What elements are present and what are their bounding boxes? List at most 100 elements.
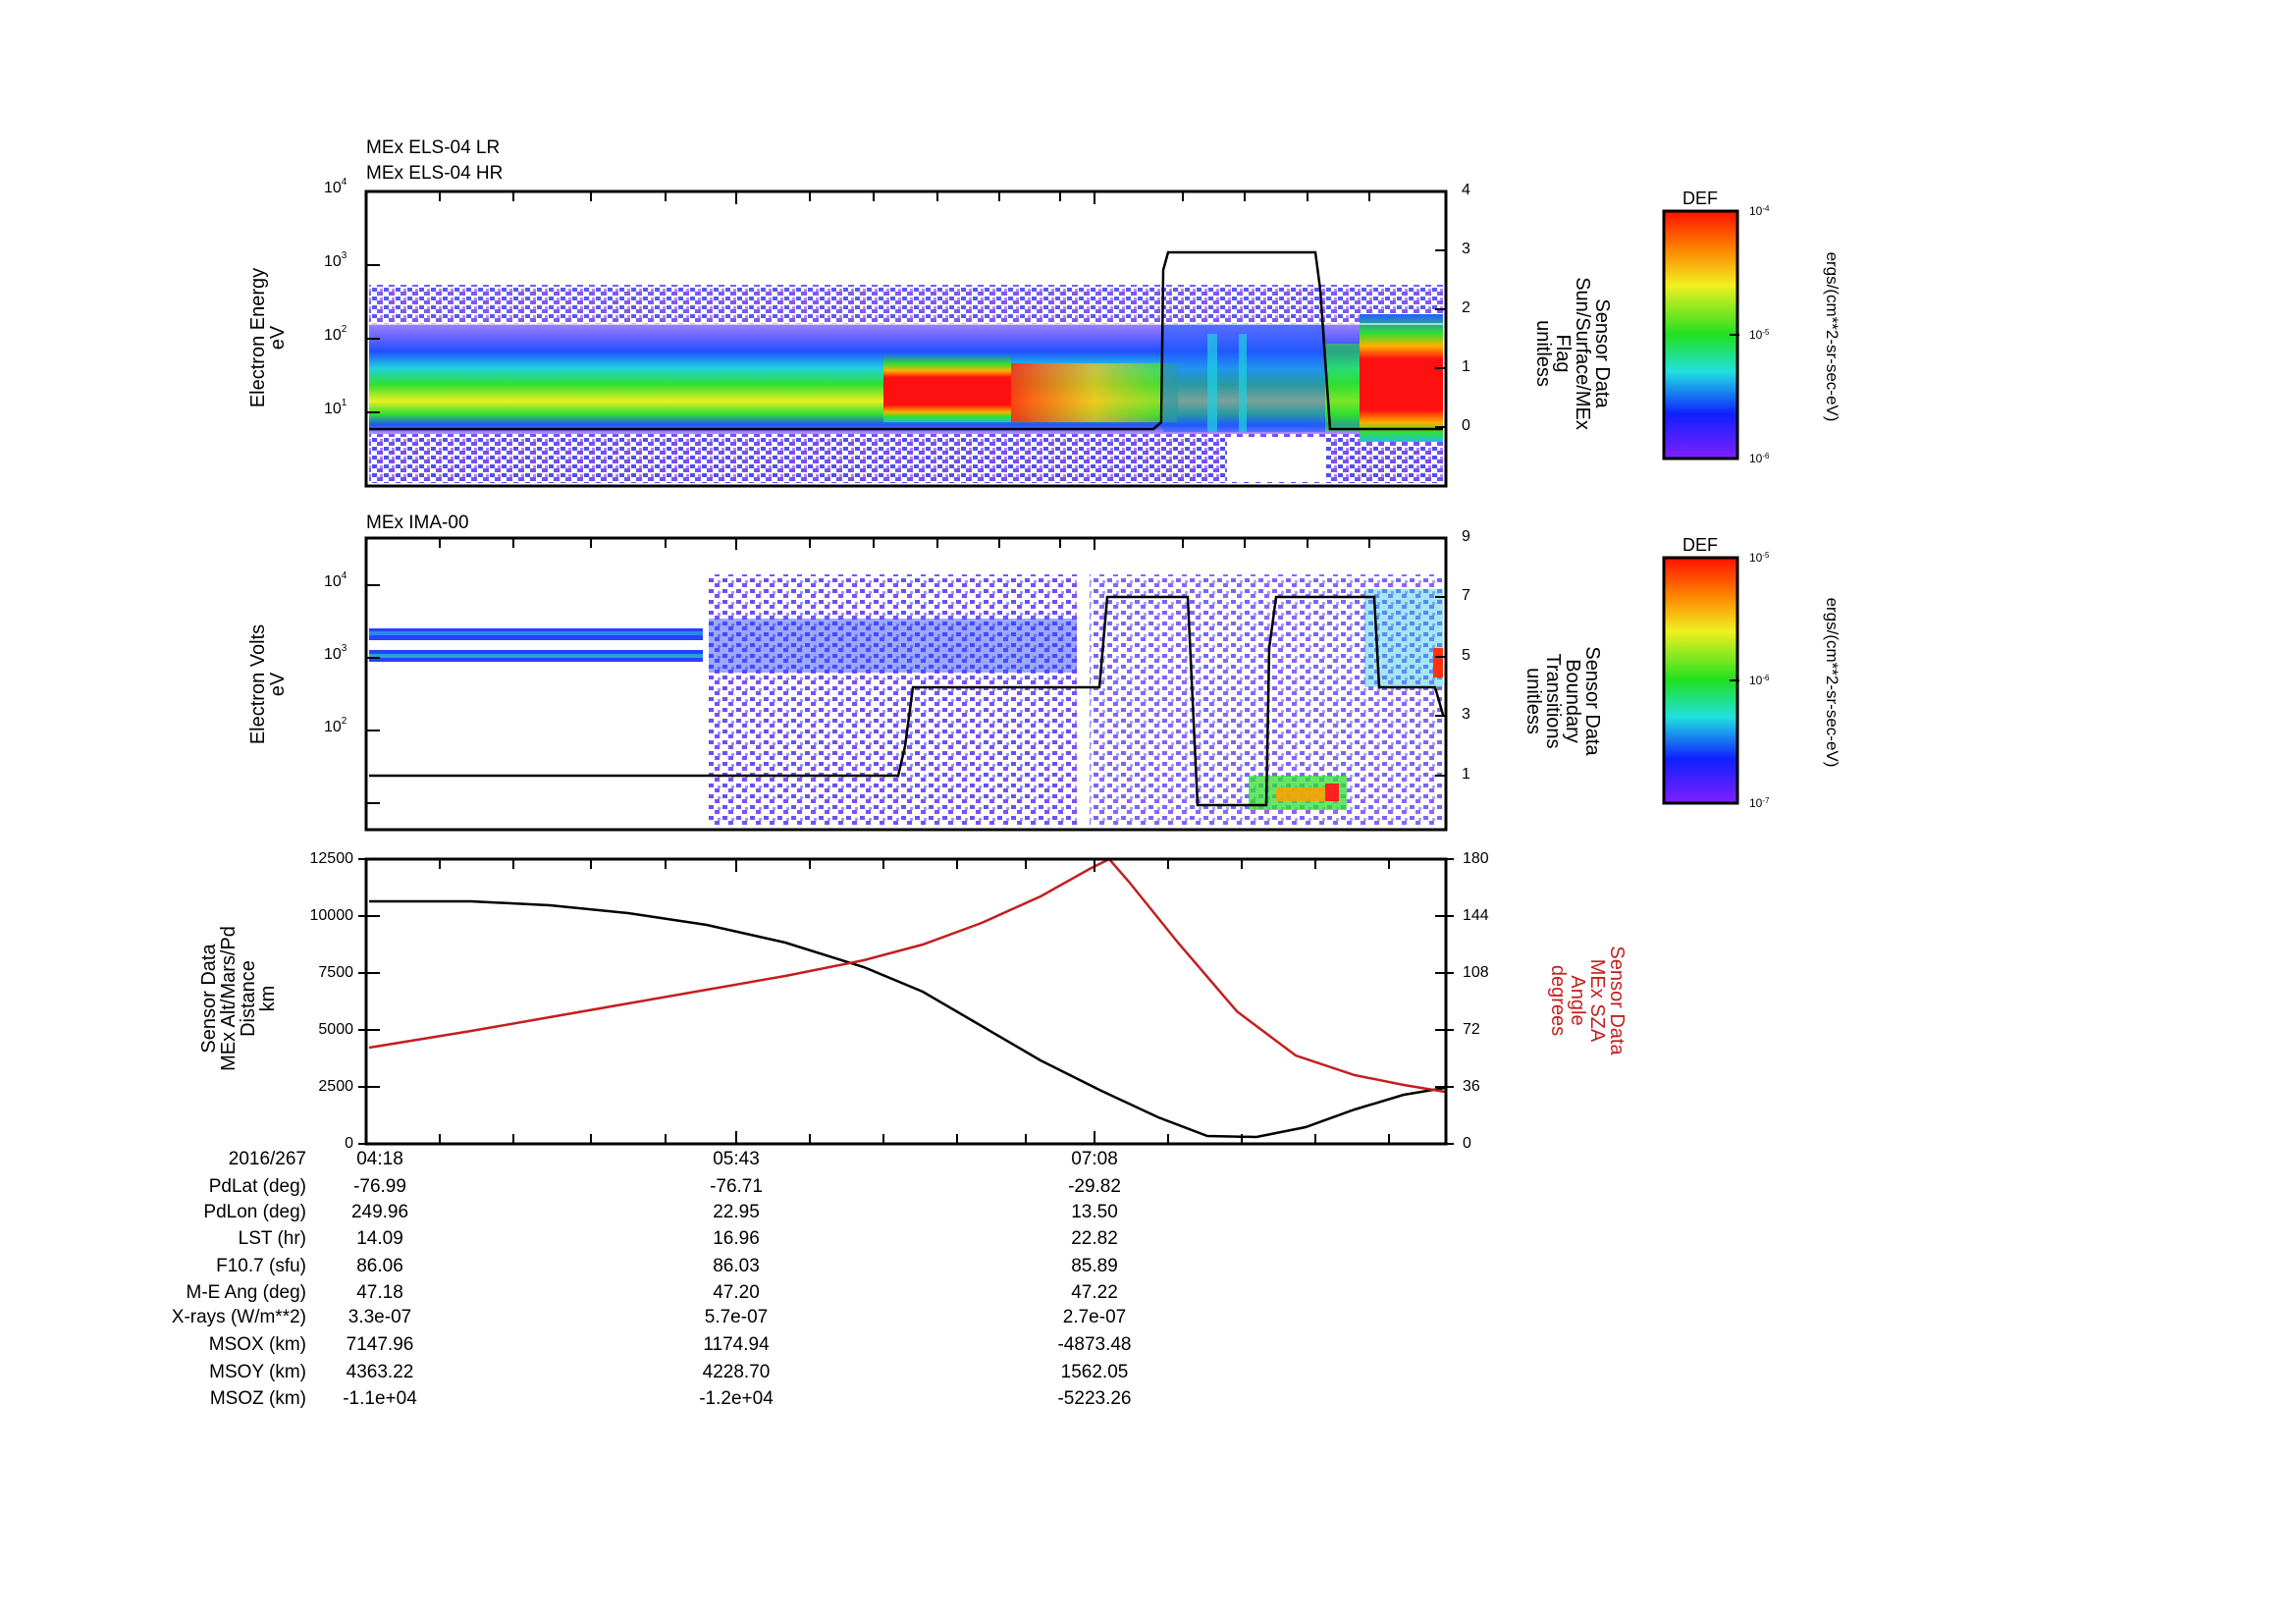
top-left-axis-label: Electron Energy eV [247,267,289,408]
top-spectrogram [369,285,1443,483]
top-left-tick-1e4: 104 [324,177,347,196]
middle-right-tick: 1 [1462,766,1470,783]
table-cell: 47.22 [1071,1282,1118,1303]
table-cell: 14.09 [356,1228,403,1249]
top-colorbar-unit: ergs/(cm**2-sr-sec-eV) [1823,251,1842,422]
top-right-tick: 2 [1462,299,1470,316]
top-left-tick-1e1: 101 [324,398,347,417]
middle-left-tick-1e4: 104 [324,570,347,590]
bottom-left-axis-label: Sensor Data MEx Alt/Mars/Pd Distance km [198,926,279,1071]
bottom-right-tick: 180 [1463,850,1489,867]
table-row-label: PdLon (deg) [203,1202,306,1222]
top-panel-title-2: MEx ELS-04 HR [366,163,504,184]
altitude-line [369,899,1446,1139]
table-cell: 13.50 [1071,1202,1118,1222]
middle-panel-ticks [366,537,1446,804]
table-row-label: PdLat (deg) [208,1176,306,1197]
table-row-label: 2016/267 [228,1149,306,1169]
table-cell: 47.18 [356,1282,403,1303]
table-cell: 05:43 [713,1149,760,1169]
top-right-tick: 1 [1462,358,1470,375]
middle-colorbar [1662,556,1739,805]
table-cell: 47.20 [713,1282,760,1303]
top-flag-line [369,250,1443,431]
table-cell: 86.03 [713,1256,760,1276]
bottom-panel-ticks [358,858,1454,1145]
top-left-tick-1e2: 102 [324,324,347,344]
sza-line [368,857,1446,1094]
top-right-tick: 4 [1462,182,1470,198]
table-row-label: MSOY (km) [209,1362,306,1382]
table-cell: -1.2e+04 [699,1388,774,1409]
middle-colorbar-title: DEF [1682,535,1718,555]
top-colorbar-title: DEF [1682,189,1718,208]
bottom-left-tick: 0 [345,1135,353,1152]
table-cell: -29.82 [1068,1176,1121,1197]
table-cell: 22.95 [713,1202,760,1222]
table-cell: 85.89 [1071,1256,1118,1276]
table-cell: 249.96 [350,1202,409,1222]
middle-panel-title: MEx IMA-00 [366,513,469,533]
table-cell: 04:18 [356,1149,403,1169]
bottom-right-tick: 144 [1463,907,1489,924]
middle-right-tick: 3 [1462,706,1470,723]
table-cell: 22.82 [1071,1228,1118,1249]
table-cell: 1174.94 [703,1334,770,1355]
bottom-right-tick: 108 [1463,964,1489,981]
middle-colorbar-mid: 10-6 [1749,674,1770,687]
top-colorbar-max: 10-4 [1749,204,1770,218]
middle-spectrogram [369,574,1443,825]
table-cell: 86.06 [356,1256,403,1276]
table-cell: 4363.22 [346,1362,414,1382]
top-colorbar-min: 10-6 [1749,452,1770,465]
table-cell: 4228.70 [702,1362,771,1382]
middle-boundary-line [369,595,1445,807]
table-cell: -76.71 [710,1176,763,1197]
middle-left-axis-label: Electron Volts eV [247,623,289,745]
table-cell: 3.3e-07 [347,1307,412,1327]
middle-panel-frame [364,536,1448,832]
table-cell: 2.7e-07 [1062,1307,1127,1327]
table-cell: -5223.26 [1057,1388,1132,1409]
middle-right-tick: 7 [1462,587,1470,604]
middle-right-axis-label: Sensor Data Boundary Transitions unitless [1522,646,1603,756]
middle-colorbar-unit: ergs/(cm**2-sr-sec-eV) [1823,597,1842,768]
middle-right-tick: 5 [1462,647,1470,664]
table-row-label: MSOZ (km) [209,1388,306,1409]
bottom-left-tick: 10000 [309,907,354,924]
colorbar-ticks [1730,334,1739,681]
bottom-right-tick: 0 [1463,1135,1471,1152]
table-cell: -4873.48 [1057,1334,1132,1355]
bottom-right-tick: 72 [1463,1021,1480,1038]
table-row-label: X-rays (W/m**2) [171,1307,306,1327]
table-cell: -76.99 [353,1176,406,1197]
bottom-left-tick: 2500 [318,1078,353,1095]
table-row-label: LST (hr) [238,1228,306,1249]
table-row-label: F10.7 (sfu) [216,1256,306,1276]
middle-left-tick-1e2: 102 [324,716,347,735]
bottom-panel-frame [364,857,1448,1146]
top-left-tick-1e3: 103 [324,250,347,270]
top-right-tick: 3 [1462,241,1470,257]
top-colorbar [1662,209,1739,460]
top-right-tick: 0 [1462,417,1470,434]
table-cell: 7147.96 [346,1334,414,1355]
table-row-label: M-E Ang (deg) [186,1282,307,1303]
top-panel-title-1: MEx ELS-04 LR [366,137,501,158]
table-cell: 16.96 [713,1228,760,1249]
middle-left-tick-1e3: 103 [324,643,347,663]
table-cell: -1.1e+04 [343,1388,417,1409]
middle-right-tick: 9 [1462,528,1470,545]
top-right-axis-label: Sensor Data Sun/Surface/MEx Flag unitless [1532,277,1613,430]
middle-colorbar-max: 10-5 [1749,551,1770,565]
top-panel-ticks [366,190,1446,428]
bottom-left-tick: 12500 [309,850,354,867]
table-cell: 5.7e-07 [704,1307,769,1327]
bottom-right-tick: 36 [1463,1078,1480,1095]
table-cell: 1562.05 [1060,1362,1129,1382]
top-colorbar-mid: 10-5 [1749,328,1770,342]
bottom-left-tick: 7500 [318,964,353,981]
bottom-right-axis-label: Sensor Data MEx SZA Angle degrees [1547,946,1628,1055]
bottom-left-tick: 5000 [318,1021,353,1038]
